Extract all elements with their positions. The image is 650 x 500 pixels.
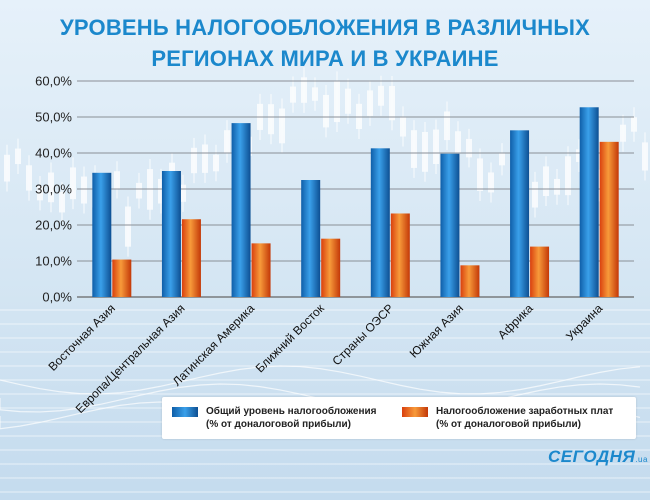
legend-label-line1: Налогообложение заработных плат — [436, 406, 614, 417]
bar-payroll-tax — [390, 213, 410, 297]
bar-payroll-tax — [251, 243, 271, 297]
bar-total-tax — [301, 180, 321, 297]
bar-total-tax — [92, 172, 112, 297]
chart-legend: Общий уровень налогообложения (% от дона… — [162, 397, 636, 439]
chart-title: УРОВЕНЬ НАЛОГООБЛОЖЕНИЯ В РАЗЛИЧНЫХ РЕГИ… — [60, 15, 590, 71]
x-tick-label: Африка — [495, 301, 536, 342]
brand-logo-text: СЕГОДНЯ — [548, 447, 636, 466]
bar-payroll-tax — [181, 219, 201, 297]
bar-total-tax — [370, 148, 390, 297]
x-tick-label: Южная Азия — [407, 301, 466, 360]
legend-swatch-blue — [172, 407, 198, 417]
legend-label-line2: (% от доналоговой прибыли) — [206, 419, 351, 430]
legend-swatch-orange — [402, 407, 428, 417]
y-tick-label: 60,0% — [35, 74, 72, 89]
x-tick-label: Восточная Азия — [45, 301, 118, 374]
bar-total-tax — [579, 107, 599, 297]
legend-label-line2: (% от доналоговой прибыли) — [436, 419, 581, 430]
legend-item-payroll-tax: Налогообложение заработных плат (% от до… — [402, 405, 613, 431]
x-tick-label: Ближний Восток — [253, 301, 328, 376]
x-tick-label: Украина — [563, 301, 605, 343]
bar-payroll-tax — [599, 141, 619, 297]
legend-label-line1: Общий уровень налогообложения — [206, 406, 377, 417]
y-tick-label: 50,0% — [35, 110, 72, 125]
y-tick-label: 30,0% — [35, 182, 72, 197]
y-tick-label: 0,0% — [42, 290, 72, 305]
bar-payroll-tax — [460, 265, 480, 297]
background-stripes — [0, 309, 650, 493]
legend-label-payroll-tax: Налогообложение заработных плат (% от до… — [436, 405, 613, 431]
legend-item-total-tax: Общий уровень налогообложения (% от дона… — [172, 405, 377, 431]
y-tick-label: 40,0% — [35, 146, 72, 161]
legend-label-total-tax: Общий уровень налогообложения (% от дона… — [206, 405, 377, 431]
y-tick-label: 20,0% — [35, 218, 72, 233]
bar-payroll-tax — [112, 259, 132, 297]
bar-payroll-tax — [530, 246, 550, 297]
brand-logo-suffix: .ua — [635, 455, 648, 464]
y-tick-label: 10,0% — [35, 254, 72, 269]
chart-bars — [92, 107, 619, 298]
bar-payroll-tax — [321, 238, 341, 297]
brand-logo: СЕГОДНЯ.ua — [548, 447, 648, 467]
bar-total-tax — [231, 123, 251, 298]
bar-total-tax — [161, 171, 181, 297]
x-tick-label: Страны ОЭСР — [329, 301, 396, 368]
y-axis-ticks: 0,0% 10,0% 20,0% 30,0% 40,0% 50,0% 60,0% — [35, 74, 72, 305]
bar-total-tax — [440, 153, 460, 297]
bar-total-tax — [510, 130, 530, 297]
chart-gridlines — [77, 80, 634, 298]
